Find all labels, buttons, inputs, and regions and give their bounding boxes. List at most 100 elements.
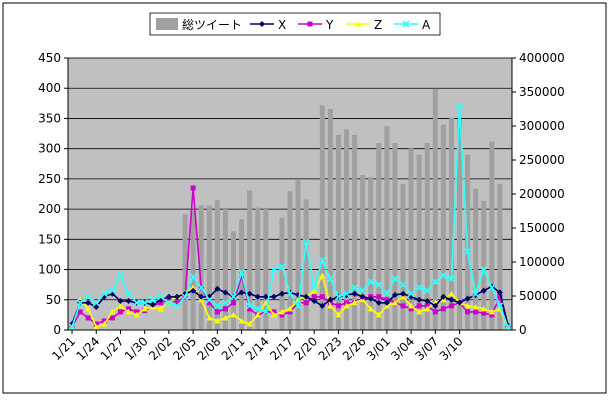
data-point <box>166 297 172 303</box>
data-point <box>481 310 487 316</box>
data-point <box>383 290 391 298</box>
data-point <box>351 299 358 306</box>
bar <box>303 199 309 330</box>
bar <box>335 134 341 330</box>
data-point <box>415 284 423 292</box>
data-point <box>342 290 351 298</box>
data-point <box>408 302 415 309</box>
data-point <box>327 296 334 303</box>
bar <box>263 208 269 330</box>
data-point <box>222 289 229 296</box>
bar <box>327 109 333 330</box>
data-point <box>480 265 488 274</box>
data-point <box>294 302 302 310</box>
data-point <box>85 299 92 306</box>
data-point <box>335 303 341 309</box>
data-point <box>85 315 91 321</box>
data-point <box>359 293 366 300</box>
data-point <box>116 272 125 280</box>
bar <box>489 141 495 330</box>
series-a <box>68 102 512 331</box>
data-point <box>440 293 447 300</box>
data-point <box>247 306 253 312</box>
y-left-tick-label: 450 <box>38 51 61 65</box>
data-point <box>259 21 265 27</box>
bar <box>473 188 479 330</box>
data-point <box>400 290 407 297</box>
data-point <box>488 284 496 292</box>
data-point <box>367 278 375 286</box>
data-point <box>440 306 446 312</box>
legend: 総ツイート X Y Z A <box>149 12 441 36</box>
data-point <box>278 262 286 271</box>
data-point <box>344 300 350 306</box>
data-point <box>311 294 317 300</box>
data-point <box>92 299 100 307</box>
bar <box>222 208 228 330</box>
y-left-tick-label: 0 <box>53 323 61 337</box>
legend-label: Y <box>325 18 334 32</box>
bar <box>448 117 454 330</box>
data-point <box>76 299 84 307</box>
data-point <box>287 309 293 315</box>
data-point <box>68 323 76 331</box>
data-point <box>448 290 455 297</box>
bar <box>287 191 293 330</box>
data-point <box>173 293 180 300</box>
data-point <box>464 247 472 255</box>
data-point <box>214 285 221 292</box>
data-point <box>141 299 149 307</box>
bar <box>424 143 430 330</box>
data-point <box>424 297 431 304</box>
data-point <box>117 309 123 315</box>
data-point <box>173 302 181 310</box>
data-point <box>391 275 399 283</box>
y-left-tick-label: 200 <box>38 202 61 216</box>
data-point <box>262 308 270 316</box>
data-point <box>303 300 309 306</box>
legend-label: Z <box>374 18 382 32</box>
data-point <box>165 299 173 307</box>
data-point <box>311 287 318 294</box>
data-point <box>254 311 261 318</box>
data-point <box>246 290 253 297</box>
data-point <box>109 315 115 321</box>
data-point <box>109 308 116 315</box>
data-point <box>133 299 141 307</box>
y-right-tick-label: 0 <box>519 323 527 337</box>
data-point <box>149 296 157 304</box>
data-point <box>399 281 407 289</box>
data-point <box>100 290 108 298</box>
data-point <box>504 323 512 331</box>
legend-label: X <box>278 18 286 32</box>
data-point <box>424 303 430 309</box>
data-point <box>125 308 132 315</box>
data-point <box>423 287 431 295</box>
data-point <box>496 302 504 310</box>
data-point <box>375 311 382 318</box>
data-point <box>141 305 148 312</box>
data-point <box>117 297 124 304</box>
data-point <box>84 293 92 301</box>
data-point <box>367 305 374 312</box>
data-point <box>408 306 414 312</box>
data-point <box>124 290 133 298</box>
data-point <box>416 296 423 303</box>
data-point <box>367 295 374 302</box>
data-point <box>402 20 410 28</box>
bar <box>440 124 446 330</box>
data-point <box>303 293 310 300</box>
data-point <box>311 297 318 304</box>
data-point <box>230 300 236 306</box>
data-point <box>327 302 334 309</box>
bar <box>481 200 487 330</box>
bar <box>432 88 438 330</box>
bar <box>214 200 220 330</box>
data-point <box>117 302 124 309</box>
y-left-tick-label: 50 <box>46 293 61 307</box>
data-point <box>318 256 326 265</box>
data-point <box>351 284 359 292</box>
data-point <box>157 293 165 301</box>
data-point <box>238 289 245 296</box>
